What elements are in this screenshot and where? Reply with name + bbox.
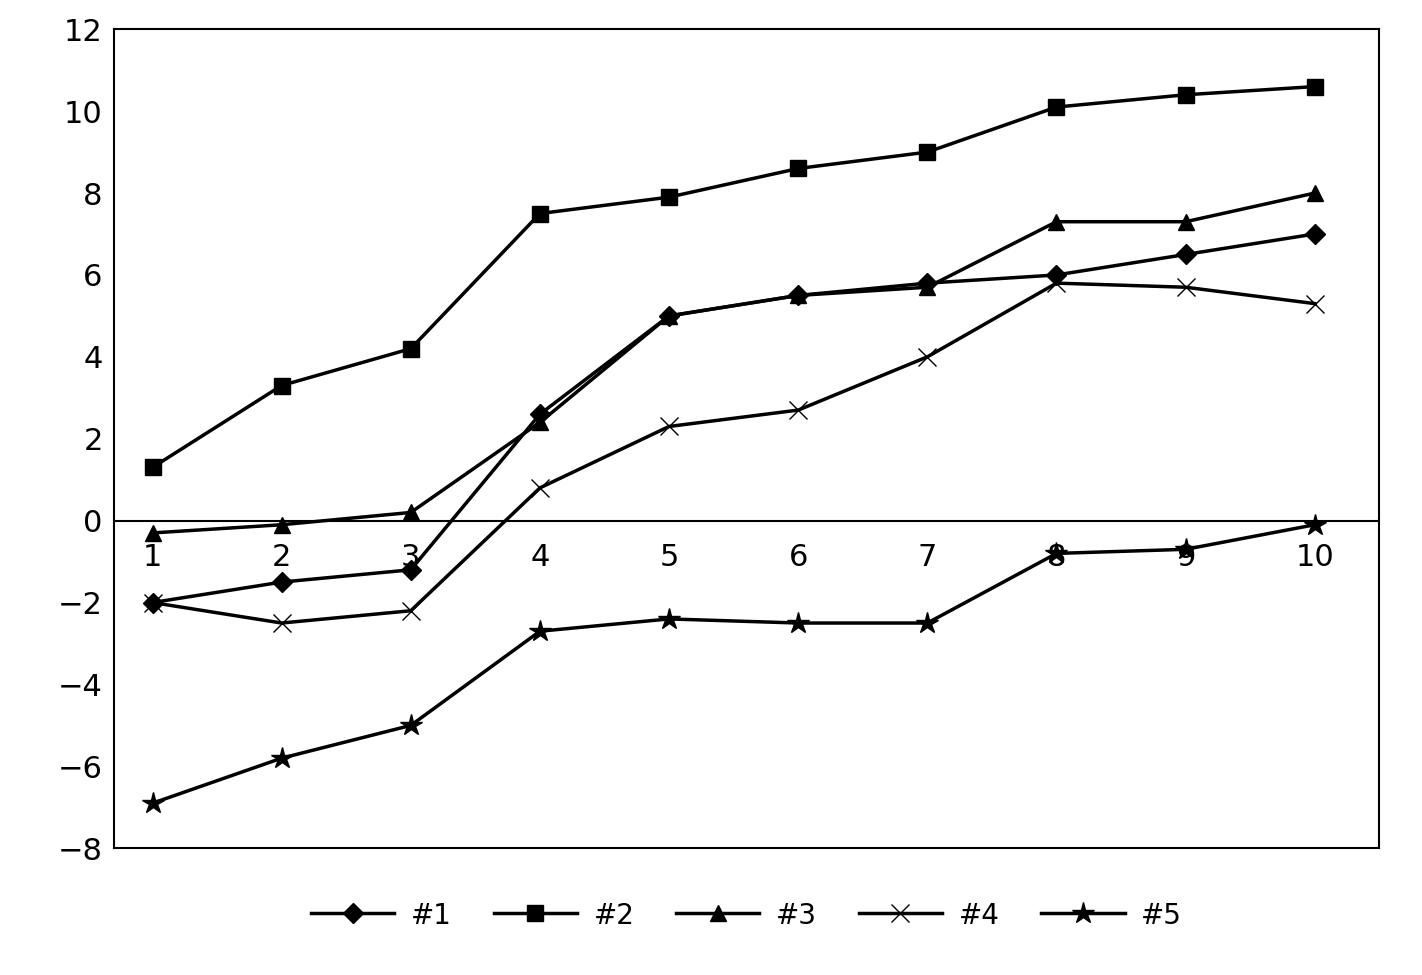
#3 [789, 290, 806, 301]
#2 [789, 163, 806, 175]
Text: 8: 8 [1047, 543, 1066, 572]
#4 [532, 482, 549, 493]
#2 [532, 208, 549, 219]
Text: 10: 10 [1295, 543, 1334, 572]
#1 [273, 576, 290, 588]
Text: 6: 6 [789, 543, 808, 572]
#5 [789, 617, 806, 629]
#3 [273, 519, 290, 530]
#3 [661, 310, 678, 322]
#1 [402, 564, 419, 575]
Line: #4: #4 [144, 274, 1324, 632]
#2 [1048, 101, 1065, 113]
#2 [919, 146, 936, 158]
#3 [919, 282, 936, 293]
#4 [789, 405, 806, 416]
#2 [402, 343, 419, 355]
#1 [919, 277, 936, 289]
#5 [1307, 519, 1324, 530]
Text: 5: 5 [660, 543, 678, 572]
#4 [661, 420, 678, 432]
Text: 2: 2 [272, 543, 292, 572]
#5 [532, 625, 549, 637]
#2 [1177, 89, 1194, 100]
Text: 3: 3 [401, 543, 421, 572]
#3 [1177, 215, 1194, 227]
Line: #1: #1 [145, 227, 1321, 609]
Text: 1: 1 [142, 543, 162, 572]
Line: #2: #2 [145, 79, 1322, 475]
#4 [144, 597, 161, 608]
Text: 4: 4 [530, 543, 550, 572]
#3 [402, 507, 419, 519]
#5 [402, 720, 419, 731]
#2 [144, 461, 161, 473]
Line: #5: #5 [141, 514, 1325, 814]
Line: #3: #3 [145, 185, 1322, 540]
Text: 9: 9 [1176, 543, 1196, 572]
#5 [273, 753, 290, 764]
#5 [1177, 543, 1194, 555]
#1 [661, 310, 678, 322]
#4 [919, 351, 936, 363]
#1 [789, 290, 806, 301]
#2 [661, 191, 678, 203]
#4 [1307, 297, 1324, 309]
#3 [532, 416, 549, 428]
#4 [1177, 282, 1194, 293]
Text: 7: 7 [917, 543, 937, 572]
#2 [1307, 81, 1324, 93]
#3 [144, 527, 161, 539]
#3 [1307, 187, 1324, 199]
#1 [532, 409, 549, 420]
#5 [661, 613, 678, 625]
Legend: #1, #2, #3, #4, #5: #1, #2, #3, #4, #5 [300, 890, 1193, 941]
#4 [402, 604, 419, 616]
#5 [1048, 548, 1065, 560]
#4 [1048, 277, 1065, 289]
#5 [144, 798, 161, 809]
#1 [144, 597, 161, 608]
#5 [919, 617, 936, 629]
#3 [1048, 215, 1065, 227]
#1 [1177, 249, 1194, 260]
#1 [1048, 269, 1065, 281]
#2 [273, 379, 290, 391]
#1 [1307, 228, 1324, 240]
#4 [273, 617, 290, 629]
